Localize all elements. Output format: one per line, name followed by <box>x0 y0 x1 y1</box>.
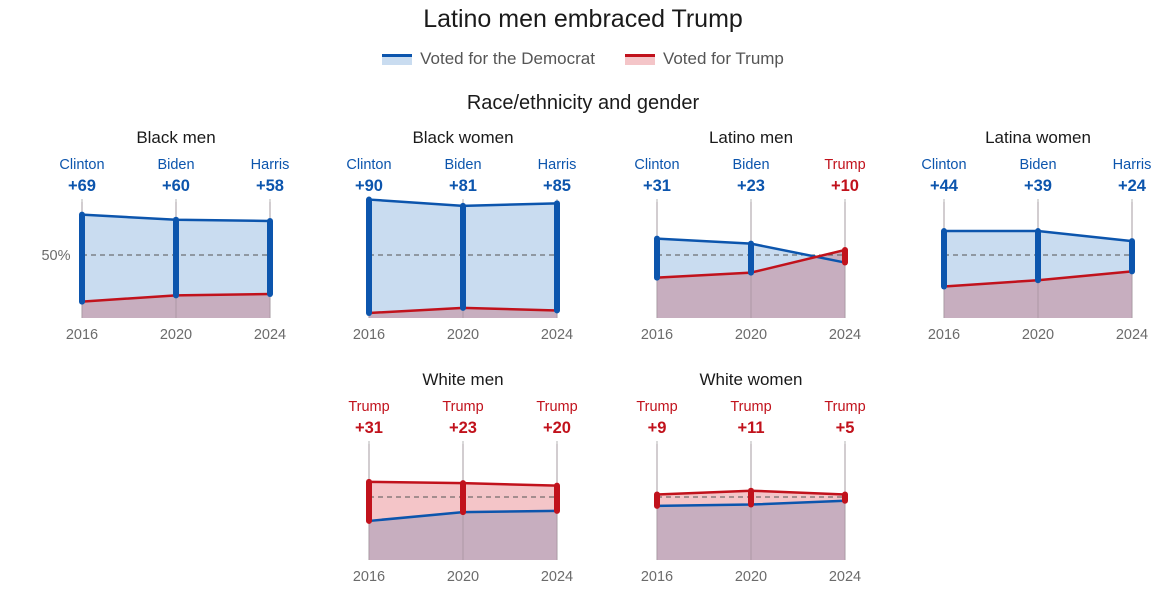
leader-label: Biden <box>444 157 481 173</box>
x-tick-label: 2020 <box>447 327 479 343</box>
x-tick-label: 2024 <box>541 569 573 585</box>
reference-label: 50% <box>41 248 70 264</box>
margin-label: +39 <box>1024 177 1052 195</box>
margin-label: +31 <box>355 419 383 437</box>
leader-label: Biden <box>1019 157 1056 173</box>
panel-title: White men <box>422 370 503 389</box>
x-tick-label: 2020 <box>447 569 479 585</box>
panel-black-men: Black men Clinton +69 Biden +60 Harris +58 50% 2… <box>41 128 289 343</box>
panel-title: White women <box>700 370 803 389</box>
legend-item-democrat: Voted for the Democrat <box>382 49 595 69</box>
margin-label: +31 <box>643 177 671 195</box>
panel-title: Black women <box>412 128 513 147</box>
legend-label-democrat: Voted for the Democrat <box>420 49 595 68</box>
leader-label: Trump <box>348 399 389 415</box>
x-tick-label: 2016 <box>66 327 98 343</box>
leader-label: Harris <box>251 157 290 173</box>
legend-label-trump: Voted for Trump <box>662 49 784 68</box>
leader-label: Biden <box>732 157 769 173</box>
margin-label: +23 <box>737 177 765 195</box>
panel-title: Latina women <box>985 128 1091 147</box>
x-tick-label: 2020 <box>735 569 767 585</box>
leader-label: Trump <box>442 399 483 415</box>
leader-label: Trump <box>730 399 771 415</box>
x-tick-label: 2016 <box>353 327 385 343</box>
x-tick-label: 2024 <box>829 327 861 343</box>
x-tick-label: 2020 <box>160 327 192 343</box>
x-tick-label: 2024 <box>254 327 286 343</box>
x-tick-label: 2020 <box>1022 327 1054 343</box>
margin-label: +20 <box>543 419 571 437</box>
leader-label: Clinton <box>921 157 966 173</box>
margin-label: +69 <box>68 177 96 195</box>
legend-item-trump: Voted for Trump <box>624 49 784 69</box>
panel-white-men: White men Trump +31 Trump +23 Trump +20 2016 202… <box>348 370 577 585</box>
margin-label: +10 <box>831 177 859 195</box>
legend-swatch-democrat <box>382 53 413 65</box>
leader-label: Trump <box>636 399 677 415</box>
page-title: Latino men embraced Trump <box>423 5 743 33</box>
leader-label: Harris <box>1113 157 1152 173</box>
margin-label: +11 <box>737 419 764 437</box>
margin-label: +9 <box>648 419 667 437</box>
margin-label: +90 <box>355 177 383 195</box>
margin-label: +60 <box>162 177 190 195</box>
x-tick-label: 2024 <box>1116 327 1148 343</box>
x-tick-label: 2020 <box>735 327 767 343</box>
margin-label: +23 <box>449 419 477 437</box>
section-title: Race/ethnicity and gender <box>466 92 700 114</box>
panel-title: Black men <box>136 128 215 147</box>
leader-label: Clinton <box>346 157 391 173</box>
margin-label: +58 <box>256 177 284 195</box>
leader-label: Trump <box>536 399 577 415</box>
legend: Voted for the Democrat Voted for Trump <box>0 49 1166 69</box>
x-tick-label: 2024 <box>541 327 573 343</box>
legend-swatch-trump <box>624 53 655 65</box>
x-tick-label: 2016 <box>353 569 385 585</box>
leader-label: Clinton <box>59 157 104 173</box>
margin-label: +24 <box>1118 177 1147 195</box>
margin-label: +85 <box>543 177 571 195</box>
leader-label: Biden <box>157 157 194 173</box>
panel-black-women: Black women Clinton +90 Biden +81 Harris +85 20… <box>346 128 576 343</box>
leader-label: Trump <box>824 399 865 415</box>
margin-label: +44 <box>930 177 959 195</box>
margin-label: +81 <box>449 177 477 195</box>
panel-latina-women: Latina women Clinton +44 Biden +39 Harris +24 2… <box>921 128 1151 343</box>
leader-label: Clinton <box>634 157 679 173</box>
leader-label: Trump <box>824 157 865 173</box>
panel-title: Latino men <box>709 128 793 147</box>
x-tick-label: 2016 <box>641 327 673 343</box>
panel-latino-men: Latino men Clinton +31 Biden +23 Trump +10 2016… <box>634 128 865 343</box>
x-tick-label: 2016 <box>928 327 960 343</box>
x-tick-label: 2016 <box>641 569 673 585</box>
x-tick-label: 2024 <box>829 569 861 585</box>
margin-label: +5 <box>836 419 855 437</box>
panel-white-women: White women Trump +9 Trump +11 Trump +5 2016 202… <box>636 370 865 585</box>
leader-label: Harris <box>538 157 577 173</box>
